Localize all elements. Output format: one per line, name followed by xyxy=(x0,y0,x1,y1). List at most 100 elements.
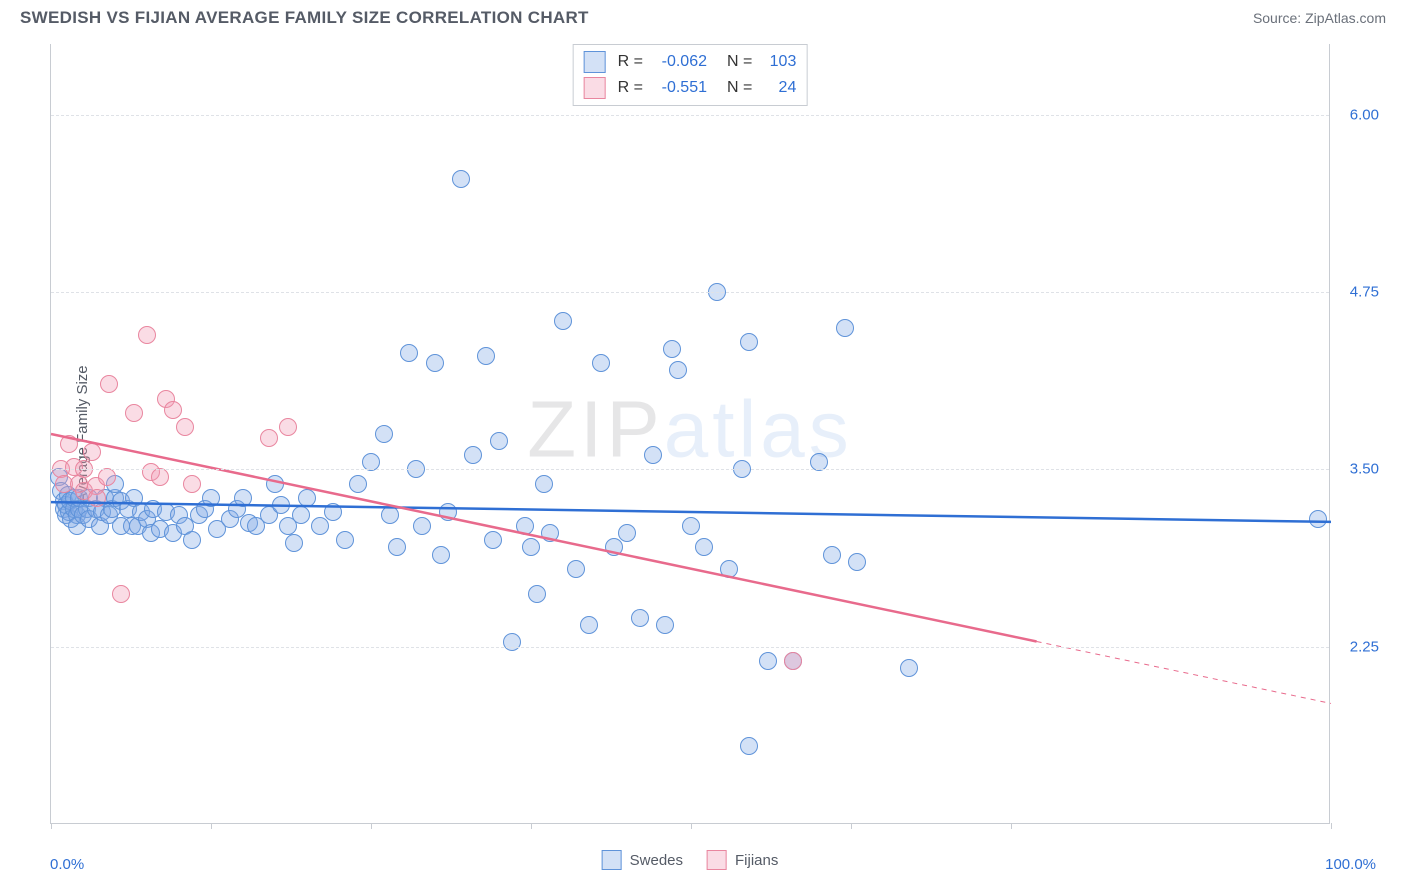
swedes-point xyxy=(541,524,559,542)
swedes-point xyxy=(464,446,482,464)
swedes-point xyxy=(132,503,150,521)
swedes-point xyxy=(567,560,585,578)
fijians-point xyxy=(125,404,143,422)
swedes-point xyxy=(848,553,866,571)
swedes-point xyxy=(452,170,470,188)
swedes-point xyxy=(68,506,86,524)
x-tick xyxy=(1331,823,1332,829)
swedes-point xyxy=(535,475,553,493)
swedes-point xyxy=(900,659,918,677)
fijians-point xyxy=(164,401,182,419)
x-tick xyxy=(691,823,692,829)
fijians-point xyxy=(55,475,73,493)
swedes-point xyxy=(59,486,77,504)
swedes-point xyxy=(151,520,169,538)
swedes-point xyxy=(740,333,758,351)
swedes-point xyxy=(74,506,92,524)
swedes-point xyxy=(740,737,758,755)
swedes-point xyxy=(823,546,841,564)
swedes-point xyxy=(112,492,130,510)
swedes-point xyxy=(234,489,252,507)
fijians-point xyxy=(88,489,106,507)
swedes-point xyxy=(266,475,284,493)
swedes-point xyxy=(663,340,681,358)
x-tick xyxy=(211,823,212,829)
swedes-point xyxy=(87,500,105,518)
swedes-point xyxy=(202,489,220,507)
swedes-point xyxy=(311,517,329,535)
swedes-point xyxy=(65,489,83,507)
x-tick xyxy=(51,823,52,829)
swedes-point xyxy=(413,517,431,535)
swedes-point xyxy=(836,319,854,337)
swedes-point xyxy=(554,312,572,330)
swedes-point xyxy=(157,503,175,521)
swedes-point xyxy=(65,500,83,518)
x-tick xyxy=(531,823,532,829)
swedes-point xyxy=(80,489,98,507)
fijians-point xyxy=(157,390,175,408)
fijians-point xyxy=(100,375,118,393)
swedes-point xyxy=(592,354,610,372)
swedes-swatch xyxy=(584,51,606,73)
swedes-point xyxy=(644,446,662,464)
swedes-point xyxy=(1309,510,1327,528)
swedes-point xyxy=(375,425,393,443)
swedes-point xyxy=(240,514,258,532)
y-tick-label: 6.00 xyxy=(1339,106,1379,123)
swedes-point xyxy=(682,517,700,535)
swedes-point xyxy=(260,506,278,524)
swedes-point xyxy=(68,517,86,535)
fijians-point xyxy=(260,429,278,447)
swedes-point xyxy=(618,524,636,542)
grid-line xyxy=(51,647,1329,648)
y-tick-label: 2.25 xyxy=(1339,638,1379,655)
swedes-point xyxy=(123,517,141,535)
x-tick xyxy=(1011,823,1012,829)
swedes-point xyxy=(208,520,226,538)
swedes-point xyxy=(580,616,598,634)
swedes-point xyxy=(324,503,342,521)
fijians-point xyxy=(784,652,802,670)
fijians-point xyxy=(279,418,297,436)
fijians-swatch xyxy=(707,850,727,870)
swedes-point xyxy=(605,538,623,556)
fijians-point xyxy=(112,585,130,603)
swedes-point xyxy=(292,506,310,524)
fijians-point xyxy=(75,482,93,500)
stats-legend-row: R =-0.062N =103 xyxy=(584,49,797,75)
swedes-point xyxy=(503,633,521,651)
y-tick-label: 3.50 xyxy=(1339,461,1379,478)
swedes-point xyxy=(759,652,777,670)
series-legend: SwedesFijians xyxy=(602,850,779,870)
fijians-point xyxy=(183,475,201,493)
n-label: N = xyxy=(727,53,752,71)
swedes-point xyxy=(669,361,687,379)
swedes-point xyxy=(103,500,121,518)
fijians-trend-line-dashed xyxy=(1037,641,1331,703)
watermark-part2: atlas xyxy=(664,384,853,473)
swedes-point xyxy=(336,531,354,549)
swedes-point xyxy=(695,538,713,556)
swedes-point xyxy=(183,531,201,549)
swedes-point xyxy=(196,500,214,518)
r-label: R = xyxy=(618,79,643,97)
swedes-point xyxy=(522,538,540,556)
swedes-point xyxy=(400,344,418,362)
legend-label: Swedes xyxy=(630,852,683,869)
swedes-point xyxy=(138,510,156,528)
swedes-point xyxy=(144,500,162,518)
grid-line xyxy=(51,115,1329,116)
grid-line xyxy=(51,469,1329,470)
swedes-point xyxy=(279,517,297,535)
swedes-point xyxy=(106,489,124,507)
swedes-point xyxy=(439,503,457,521)
x-tick xyxy=(371,823,372,829)
swedes-point xyxy=(388,538,406,556)
swedes-point xyxy=(432,546,450,564)
n-value: 103 xyxy=(760,53,796,71)
swedes-point xyxy=(55,492,73,510)
fijians-point xyxy=(142,463,160,481)
x-axis-start-label: 0.0% xyxy=(50,856,84,873)
swedes-point xyxy=(57,496,75,514)
